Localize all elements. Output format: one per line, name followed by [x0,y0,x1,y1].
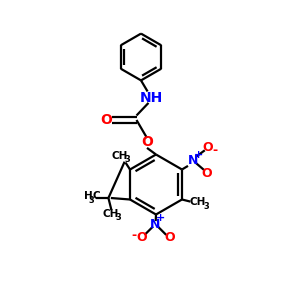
Text: CH: CH [111,151,128,161]
Text: +: + [194,149,203,160]
Text: N: N [150,218,161,231]
Text: 3: 3 [89,196,94,205]
Text: C: C [92,191,100,201]
Text: O: O [141,136,153,149]
Text: O: O [201,167,212,180]
Text: 3: 3 [116,213,121,222]
Text: 3: 3 [204,202,209,211]
Text: CH: CH [190,197,206,207]
Text: -: - [212,143,217,157]
Text: H: H [84,191,93,201]
Text: N: N [188,154,199,167]
Text: O: O [202,141,213,154]
Text: O: O [100,113,112,127]
Text: CH: CH [102,209,119,219]
Text: 3: 3 [125,155,130,164]
Text: -: - [132,229,137,242]
Text: NH: NH [140,91,163,104]
Text: +: + [156,213,165,223]
Text: O: O [164,231,175,244]
Text: O: O [136,231,147,244]
